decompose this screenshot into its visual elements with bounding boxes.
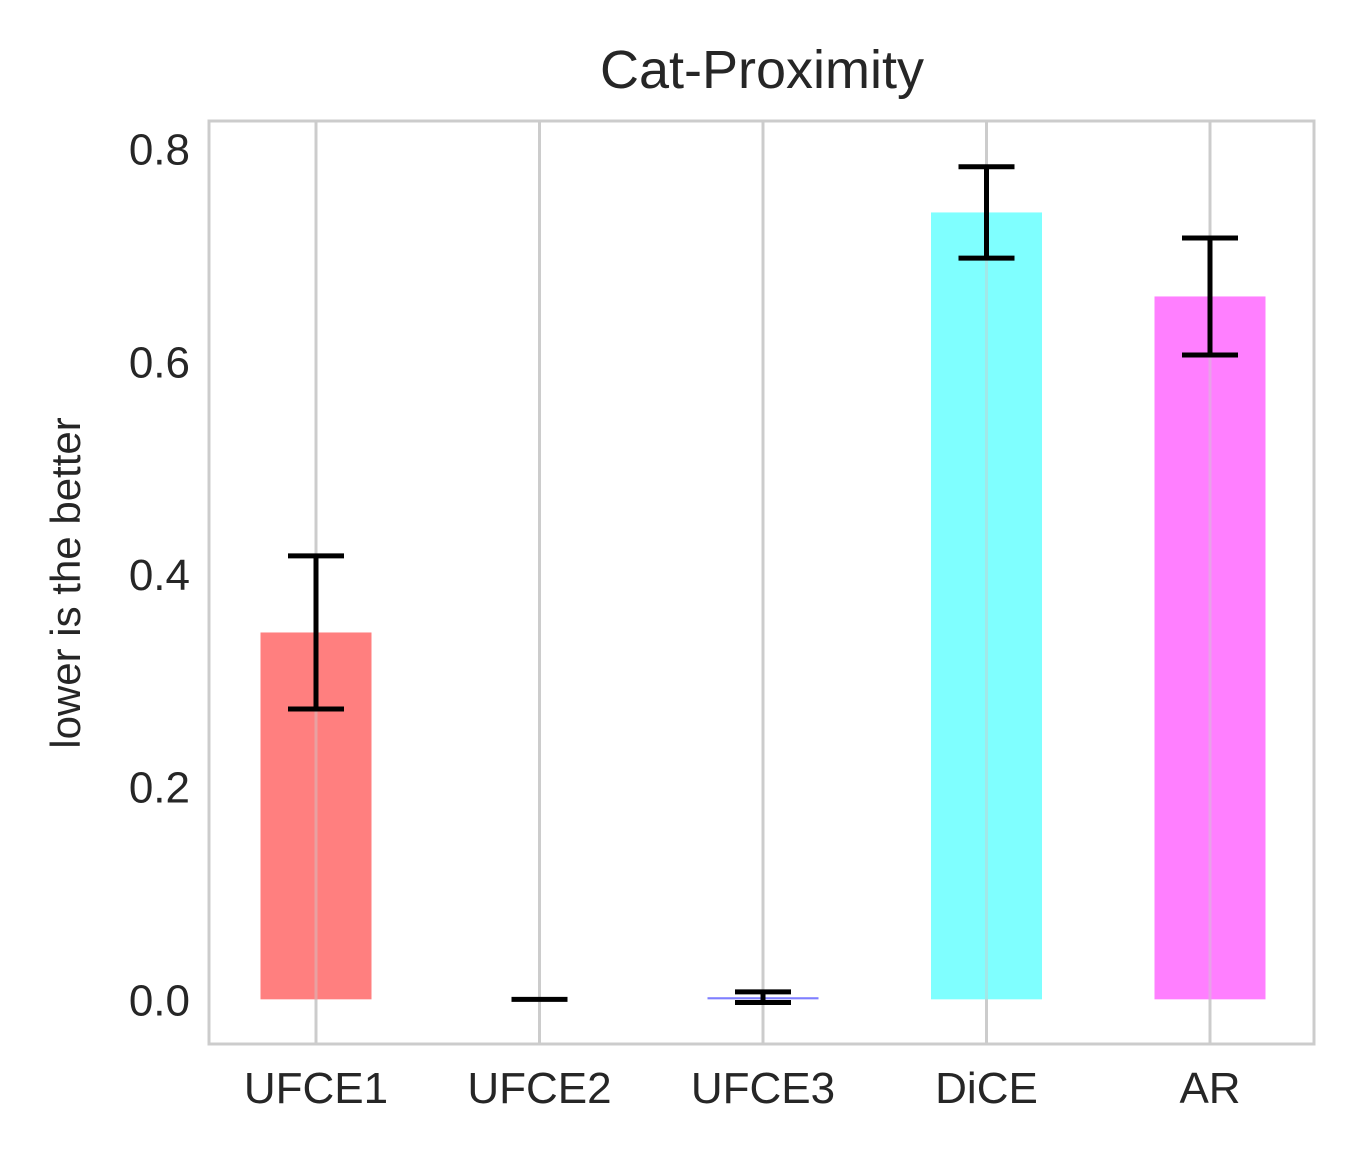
error-bar-ufce3 — [735, 989, 791, 1006]
y-tick-label-2: 0.4 — [129, 551, 190, 600]
plot-frame — [207, 119, 1316, 1046]
y-axis-label: lower is the better — [42, 417, 89, 749]
grid-layer — [314, 121, 1212, 1044]
bar-gridline-overlay-ufce1 — [314, 632, 318, 1000]
bar-gridline-overlay-ar — [1208, 296, 1212, 1000]
x-tick-label-ufce1: UFCE1 — [244, 1064, 388, 1113]
x-tick-label-ar: AR — [1179, 1064, 1240, 1113]
chart-title: Cat-Proximity — [600, 40, 924, 100]
y-tick-label-1: 0.2 — [129, 764, 190, 813]
x-tick-label-ufce2: UFCE2 — [467, 1064, 611, 1113]
error-bar-ar — [1182, 235, 1238, 358]
y-tick-layer: 0.0 0.2 0.4 0.6 0.8 — [129, 126, 190, 1026]
y-tick-label-3: 0.6 — [129, 338, 190, 387]
error-bar-ufce1 — [288, 553, 344, 712]
y-tick-label-0: 0.0 — [129, 976, 190, 1025]
bar-gridline-overlay-dice — [985, 212, 988, 1000]
x-tick-label-ufce3: UFCE3 — [691, 1064, 835, 1113]
bar-dice — [931, 212, 1042, 1000]
x-tick-label-dice: DiCE — [935, 1064, 1038, 1113]
error-bar-dice — [958, 164, 1015, 261]
bar-layer — [260, 212, 1266, 1000]
y-tick-label-4: 0.8 — [129, 126, 190, 175]
error-bar-layer — [288, 164, 1238, 1006]
bar-ar — [1154, 296, 1266, 1000]
x-tick-layer: UFCE1 UFCE2 UFCE3 DiCE AR — [244, 1064, 1241, 1113]
